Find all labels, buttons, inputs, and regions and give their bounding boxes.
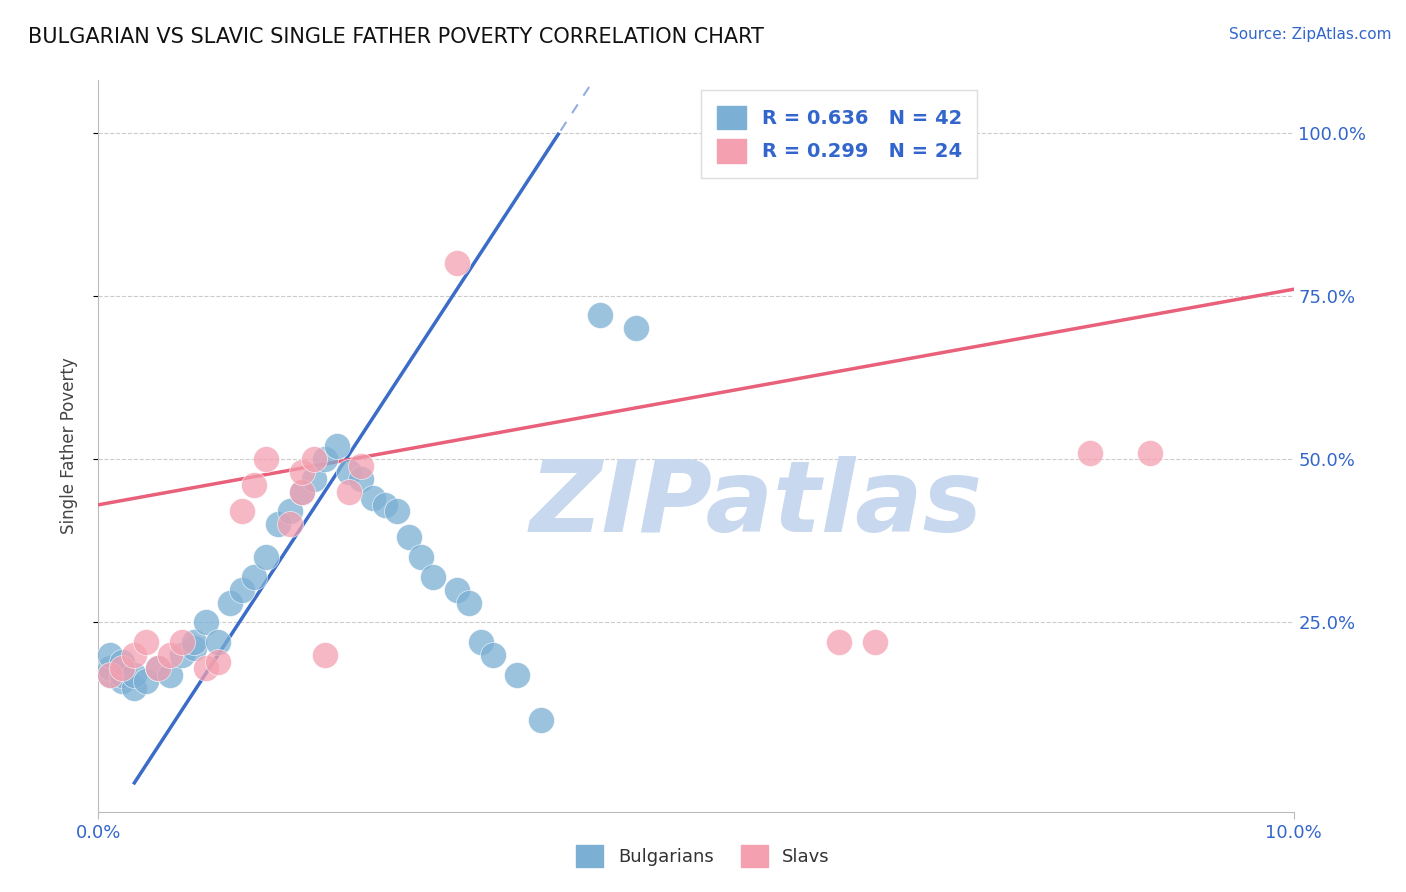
Point — [446, 582, 468, 597]
Point — [231, 582, 253, 597]
Point — [530, 714, 553, 728]
Point — [172, 635, 194, 649]
Point — [506, 667, 529, 681]
Point — [326, 439, 349, 453]
Point — [124, 648, 146, 662]
Point — [385, 504, 409, 518]
Point — [254, 549, 277, 564]
Point — [183, 635, 205, 649]
Point — [482, 648, 505, 662]
Point — [111, 661, 134, 675]
Point — [207, 635, 229, 649]
Point — [98, 661, 122, 675]
Legend: Bulgarians, Slavs: Bulgarians, Slavs — [569, 838, 837, 874]
Point — [135, 635, 157, 649]
Point — [363, 491, 385, 506]
Point — [172, 648, 194, 662]
Point — [231, 504, 253, 518]
Legend: R = 0.636   N = 42, R = 0.299   N = 24: R = 0.636 N = 42, R = 0.299 N = 24 — [702, 90, 977, 178]
Point — [219, 596, 242, 610]
Point — [278, 504, 301, 518]
Point — [195, 661, 218, 675]
Point — [135, 674, 157, 689]
Point — [148, 661, 170, 675]
Point — [183, 641, 205, 656]
Point — [98, 667, 122, 681]
Point — [470, 635, 492, 649]
Point — [291, 484, 314, 499]
Point — [243, 569, 266, 583]
Text: BULGARIAN VS SLAVIC SINGLE FATHER POVERTY CORRELATION CHART: BULGARIAN VS SLAVIC SINGLE FATHER POVERT… — [28, 27, 763, 46]
Point — [254, 452, 277, 467]
Point — [291, 465, 314, 479]
Point — [626, 321, 648, 335]
Point — [422, 569, 444, 583]
Point — [339, 465, 361, 479]
Point — [302, 452, 325, 467]
Point — [374, 498, 396, 512]
Point — [1139, 445, 1161, 459]
Point — [291, 484, 314, 499]
Point — [98, 648, 122, 662]
Point — [315, 648, 337, 662]
Point — [243, 478, 266, 492]
Text: Source: ZipAtlas.com: Source: ZipAtlas.com — [1229, 27, 1392, 42]
Point — [458, 596, 481, 610]
Point — [398, 530, 420, 544]
Point — [865, 635, 887, 649]
Point — [315, 452, 337, 467]
Point — [195, 615, 218, 630]
Point — [124, 681, 146, 695]
Point — [159, 667, 181, 681]
Point — [446, 256, 468, 270]
Point — [828, 635, 851, 649]
Text: ZIPatlas: ZIPatlas — [529, 456, 983, 553]
Point — [111, 667, 134, 681]
Point — [589, 309, 612, 323]
Point — [111, 674, 134, 689]
Point — [159, 648, 181, 662]
Point — [339, 484, 361, 499]
Point — [350, 458, 373, 473]
Point — [207, 655, 229, 669]
Point — [148, 661, 170, 675]
Point — [350, 472, 373, 486]
Point — [98, 667, 122, 681]
Point — [278, 517, 301, 532]
Y-axis label: Single Father Poverty: Single Father Poverty — [59, 358, 77, 534]
Point — [124, 667, 146, 681]
Point — [302, 472, 325, 486]
Point — [267, 517, 290, 532]
Point — [111, 655, 134, 669]
Point — [411, 549, 433, 564]
Point — [1080, 445, 1102, 459]
